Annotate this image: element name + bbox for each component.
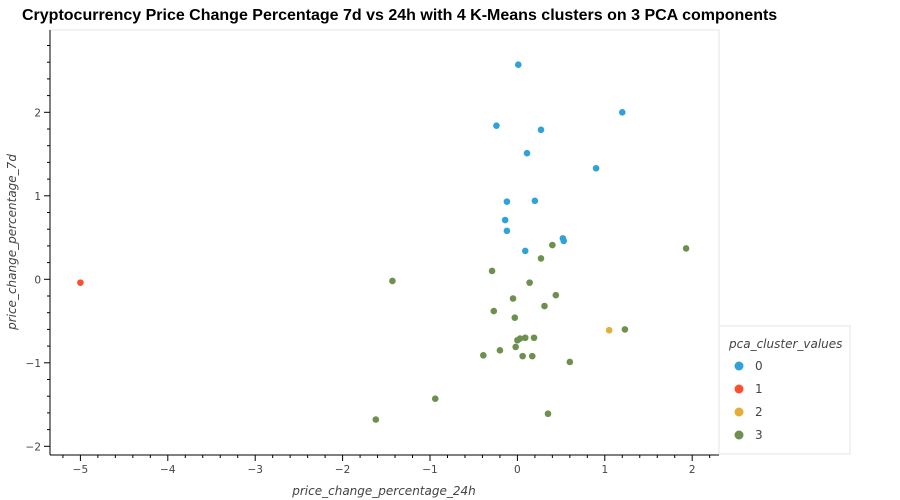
data-point-cluster-3 <box>566 358 574 366</box>
data-point-cluster-0 <box>618 109 626 116</box>
data-points <box>77 61 690 423</box>
data-point-cluster-3 <box>549 241 556 249</box>
legend-label-1: 1 <box>755 382 763 396</box>
x-tick-label: −2 <box>335 464 350 476</box>
data-point-cluster-3 <box>514 336 521 344</box>
data-point-cluster-3 <box>490 307 498 315</box>
data-point-cluster-3 <box>496 346 504 354</box>
x-tick-label: −3 <box>247 464 262 476</box>
data-point-cluster-0 <box>592 164 600 172</box>
data-point-cluster-0 <box>537 126 545 134</box>
data-point-cluster-0 <box>493 122 500 129</box>
data-point-cluster-3 <box>526 279 533 286</box>
x-axis-label: price_change_percentage_24h <box>291 484 475 498</box>
axes <box>49 29 720 456</box>
y-axis-label: price_change_percentage_7d <box>5 154 19 331</box>
data-point-cluster-3 <box>621 326 629 333</box>
data-point-cluster-3 <box>372 416 380 423</box>
data-point-cluster-0 <box>503 198 511 205</box>
data-point-cluster-3 <box>509 295 517 302</box>
legend-marker-0 <box>734 361 744 371</box>
data-point-cluster-3 <box>488 267 496 275</box>
x-tick-label: 0 <box>514 464 521 476</box>
plot-area <box>49 29 720 456</box>
legend-label-2: 2 <box>755 405 763 419</box>
data-point-cluster-0 <box>514 61 522 69</box>
legend: pca_cluster_values 0 1 2 3 <box>718 325 851 455</box>
x-tick-label: −4 <box>160 464 176 476</box>
legend-marker-2 <box>734 407 744 417</box>
legend-marker-1 <box>734 384 744 394</box>
legend-label-3: 3 <box>755 428 763 442</box>
legend-label-0: 0 <box>755 359 763 373</box>
data-point-cluster-3 <box>544 410 552 418</box>
x-tick-label: −5 <box>73 464 88 476</box>
data-point-cluster-0 <box>560 237 568 245</box>
data-point-cluster-2 <box>605 326 613 334</box>
data-point-cluster-3 <box>512 343 519 351</box>
data-point-cluster-0 <box>531 197 539 205</box>
y-tick-label: −2 <box>26 441 41 453</box>
y-tick-label: 2 <box>34 107 41 119</box>
data-point-cluster-3 <box>537 255 545 262</box>
data-point-cluster-3 <box>511 314 519 322</box>
data-point-cluster-3 <box>541 302 548 310</box>
x-tick-label: 1 <box>601 464 608 476</box>
data-point-cluster-0 <box>523 149 531 157</box>
data-point-cluster-3 <box>530 334 538 342</box>
data-point-cluster-0 <box>501 216 509 224</box>
y-tick-label: 0 <box>34 274 41 286</box>
chart-title: Cryptocurrency Price Change Percentage 7… <box>22 7 778 24</box>
y-tick-label: −1 <box>26 358 41 370</box>
x-tick-label: −1 <box>422 464 437 476</box>
data-point-cluster-0 <box>503 227 511 235</box>
data-point-cluster-3 <box>431 395 439 403</box>
data-point-cluster-3 <box>682 245 690 252</box>
data-point-cluster-0 <box>521 247 529 255</box>
data-point-cluster-3 <box>519 352 526 360</box>
x-tick-label: 2 <box>689 464 696 476</box>
data-point-cluster-3 <box>521 334 529 342</box>
data-point-cluster-3 <box>480 351 487 359</box>
y-tick-label: 1 <box>34 191 41 203</box>
tick-marks: −5 −4 −3 −2 −1 0 1 2 −2 −1 0 1 2 <box>26 45 711 476</box>
legend-marker-3 <box>734 430 744 440</box>
data-point-cluster-3 <box>389 277 396 285</box>
data-point-cluster-3 <box>528 352 536 360</box>
data-point-cluster-3 <box>552 291 560 299</box>
legend-title: pca_cluster_values <box>728 337 842 351</box>
data-point-cluster-1 <box>77 279 84 286</box>
